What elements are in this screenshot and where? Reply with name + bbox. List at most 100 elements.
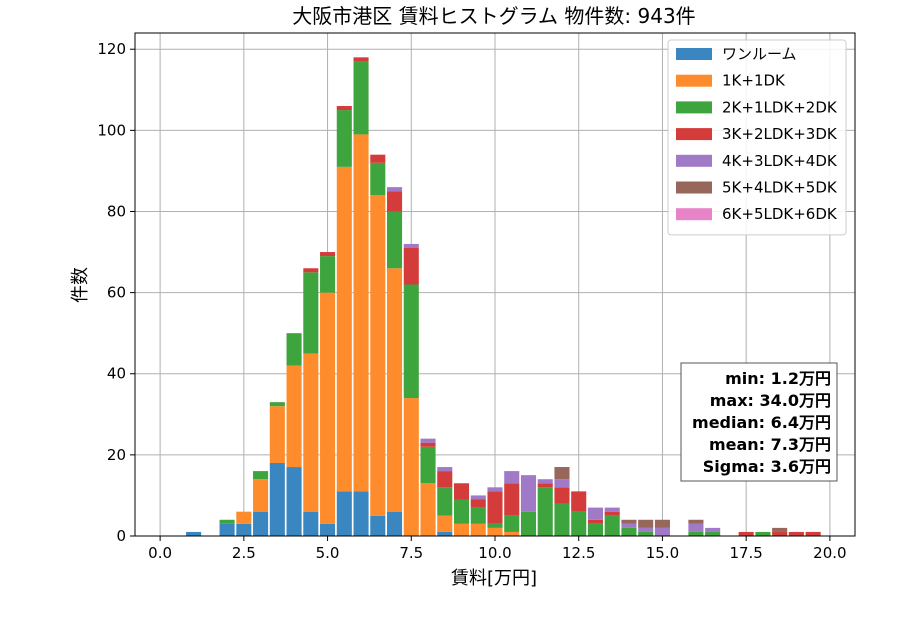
bar-segment-3-20 bbox=[537, 483, 553, 488]
legend-label: ワンルーム bbox=[722, 45, 797, 63]
stats-line: median: 6.4万円 bbox=[692, 413, 831, 432]
bar-segment-2-19 bbox=[520, 511, 537, 536]
bar-segment-3-14 bbox=[437, 471, 453, 488]
bar-segment-3-6 bbox=[303, 268, 319, 273]
x-tick-label: 17.5 bbox=[729, 544, 762, 562]
bar-segment-3-34 bbox=[805, 531, 821, 536]
bar-segment-4-16 bbox=[470, 495, 486, 500]
bar-segment-4-11 bbox=[387, 187, 403, 192]
bar-segment-1-14 bbox=[437, 515, 453, 532]
x-tick-label: 0.0 bbox=[148, 544, 172, 562]
x-axis-ticks: 0.0 2.5 5.0 7.5 10.0 12.5 15.0 17.5 20.0 bbox=[148, 536, 847, 562]
x-tick-label: 2.5 bbox=[232, 544, 256, 562]
legend: ワンルーム 1K+1DK 2K+1LDK+2DK 3K+2LDK+3DK 4K+3LDK… bbox=[667, 39, 847, 236]
bar-segment-0-1 bbox=[219, 523, 235, 536]
legend-label: 5K+4LDK+5DK bbox=[722, 179, 838, 197]
bar-segment-1-5 bbox=[286, 365, 302, 468]
bar-segment-3-7 bbox=[320, 252, 336, 257]
y-tick-label: 40 bbox=[107, 365, 126, 383]
bar-segment-1-7 bbox=[320, 292, 336, 524]
bar-segment-2-25 bbox=[621, 527, 637, 536]
bar-segment-4-14 bbox=[437, 467, 453, 472]
stats-box: min: 1.2万円 max: 34.0万円 median: 6.4万円 mean: … bbox=[680, 362, 838, 482]
y-tick-label: 20 bbox=[107, 446, 126, 464]
legend-label: 4K+3LDK+4DK bbox=[722, 152, 838, 170]
legend-swatch bbox=[676, 128, 712, 141]
bar-segment-1-17 bbox=[487, 527, 503, 536]
bar-segment-2-9 bbox=[353, 61, 369, 135]
y-axis-ticks: 0 20 40 60 80 100 120 bbox=[97, 40, 135, 545]
bar-segment-4-20 bbox=[537, 479, 553, 484]
bar-segment-5-28 bbox=[688, 519, 704, 524]
bar-segment-2-16 bbox=[470, 507, 486, 524]
bar-segment-2-11 bbox=[387, 211, 403, 269]
bar-segment-1-13 bbox=[420, 483, 436, 536]
bar-segment-1-18 bbox=[504, 531, 520, 536]
bar-segment-2-10 bbox=[370, 162, 386, 196]
bar-segment-3-11 bbox=[387, 191, 403, 212]
bar-segment-3-22 bbox=[571, 491, 587, 512]
x-tick-label: 5.0 bbox=[316, 544, 340, 562]
bar-segment-4-25 bbox=[621, 523, 637, 528]
bar-segment-2-8 bbox=[336, 110, 352, 167]
bar-segment-3-15 bbox=[453, 483, 470, 500]
bar-segment-3-10 bbox=[370, 154, 386, 163]
bar-segment-4-24 bbox=[604, 507, 620, 512]
bar-segment-4-19 bbox=[520, 475, 537, 512]
bar-segment-5-21 bbox=[554, 467, 570, 480]
stats-line: Sigma: 3.6万円 bbox=[703, 457, 831, 476]
bar-segment-2-12 bbox=[403, 284, 419, 399]
bar-segment-1-6 bbox=[303, 353, 319, 512]
legend-swatch bbox=[676, 154, 712, 167]
bar-segment-2-5 bbox=[286, 333, 302, 366]
bars-group bbox=[186, 57, 821, 536]
legend-label: 3K+2LDK+3DK bbox=[722, 125, 838, 143]
y-tick-label: 80 bbox=[107, 202, 126, 220]
bar-segment-4-17 bbox=[487, 487, 503, 492]
bar-segment-2-31 bbox=[755, 531, 771, 536]
stats-line: min: 1.2万円 bbox=[725, 369, 831, 388]
legend-frame bbox=[667, 39, 847, 236]
bar-segment-2-26 bbox=[638, 531, 654, 536]
bar-segment-4-18 bbox=[504, 471, 520, 484]
legend-swatch bbox=[676, 101, 712, 114]
legend-label: 6K+5LDK+6DK bbox=[722, 205, 838, 223]
bar-segment-1-8 bbox=[336, 166, 352, 492]
bar-segment-4-29 bbox=[705, 527, 721, 532]
bar-segment-3-18 bbox=[504, 483, 520, 516]
y-tick-label: 100 bbox=[97, 121, 126, 139]
bar-segment-1-9 bbox=[353, 134, 369, 492]
stats-frame bbox=[680, 362, 838, 482]
bar-segment-5-25 bbox=[621, 519, 637, 524]
x-tick-label: 7.5 bbox=[399, 544, 423, 562]
bar-segment-4-13 bbox=[420, 438, 436, 443]
y-axis-label: 件数 bbox=[70, 267, 91, 303]
bar-segment-0-8 bbox=[336, 491, 352, 536]
bar-segment-0-14 bbox=[437, 531, 453, 536]
bar-segment-4-28 bbox=[688, 523, 704, 532]
bar-segment-1-3 bbox=[253, 479, 269, 512]
bar-segment-2-15 bbox=[453, 499, 470, 524]
bar-segment-0-3 bbox=[253, 511, 269, 536]
x-tick-label: 12.5 bbox=[562, 544, 595, 562]
bar-segment-4-27 bbox=[654, 527, 670, 536]
bar-segment-2-13 bbox=[420, 446, 436, 484]
bar-segment-2-17 bbox=[487, 523, 503, 528]
bar-segment-5-32 bbox=[772, 527, 788, 532]
x-axis-label: 賃料[万円] bbox=[451, 568, 537, 589]
bar-segment-4-21 bbox=[554, 479, 570, 488]
bar-segment-5-27 bbox=[654, 519, 670, 528]
y-tick-label: 0 bbox=[116, 527, 126, 545]
stats-line: mean: 7.3万円 bbox=[709, 435, 831, 454]
bar-segment-2-20 bbox=[537, 487, 553, 536]
bar-segment-4-23 bbox=[587, 507, 603, 520]
bar-segment-3-9 bbox=[353, 57, 369, 62]
bar-segment-0-2 bbox=[236, 523, 252, 536]
legend-swatch bbox=[676, 181, 712, 194]
bar-segment-2-6 bbox=[303, 272, 319, 354]
bar-segment-2-28 bbox=[688, 531, 704, 536]
legend-swatch bbox=[676, 48, 712, 60]
bar-segment-2-3 bbox=[253, 471, 269, 480]
bar-segment-0-10 bbox=[370, 515, 386, 536]
